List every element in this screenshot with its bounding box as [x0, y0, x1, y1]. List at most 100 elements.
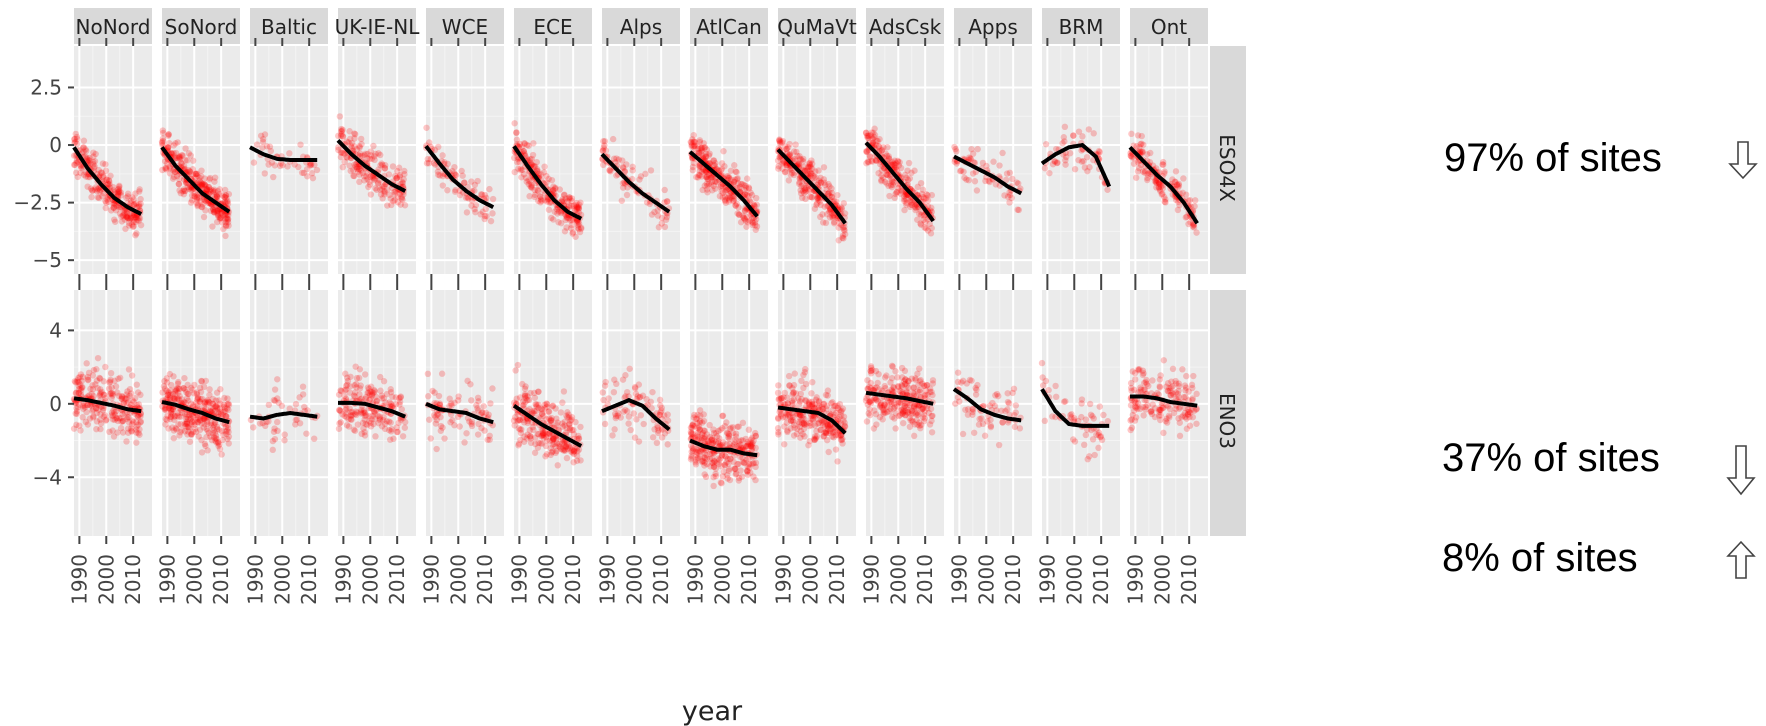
data-point — [532, 401, 539, 408]
data-point — [187, 199, 195, 206]
data-point — [610, 388, 618, 396]
facet-strip — [602, 8, 680, 44]
data-point — [165, 425, 172, 432]
data-point — [784, 428, 791, 436]
data-point — [351, 161, 358, 168]
data-point — [257, 132, 265, 139]
data-point — [166, 139, 173, 147]
data-point — [397, 180, 404, 188]
data-point — [458, 167, 465, 175]
data-point — [900, 419, 907, 427]
data-point — [1083, 153, 1091, 161]
data-point — [136, 215, 144, 222]
row-strip — [1210, 46, 1246, 274]
data-point — [522, 393, 529, 400]
data-point — [1062, 161, 1069, 168]
data-point — [910, 432, 918, 440]
data-point — [401, 167, 408, 175]
data-point — [745, 184, 752, 191]
data-point — [84, 421, 92, 428]
facet-strip — [514, 8, 592, 44]
data-point — [661, 199, 668, 206]
data-point — [170, 435, 178, 442]
data-point — [80, 144, 88, 151]
data-point — [691, 142, 698, 149]
data-point — [575, 220, 583, 227]
data-point — [811, 436, 818, 444]
data-point — [1079, 133, 1086, 140]
data-point — [132, 231, 139, 239]
data-point — [701, 144, 708, 151]
data-point — [343, 422, 351, 429]
data-point — [182, 157, 189, 164]
data-point — [394, 193, 402, 200]
data-point — [876, 135, 883, 143]
data-point — [1010, 385, 1018, 392]
data-point — [110, 200, 117, 207]
data-point — [863, 394, 870, 402]
data-point — [213, 218, 221, 226]
data-point — [367, 191, 375, 198]
data-point — [116, 187, 123, 194]
data-point — [200, 213, 208, 221]
facet-strip — [338, 8, 416, 44]
data-point — [185, 166, 192, 174]
data-point — [103, 176, 111, 183]
data-point — [561, 228, 569, 235]
data-point — [625, 420, 632, 427]
data-point — [741, 186, 748, 194]
facet-panel — [335, 290, 416, 536]
data-point — [194, 201, 201, 208]
data-point — [181, 187, 188, 195]
data-point — [304, 173, 311, 180]
data-point — [513, 129, 520, 137]
data-point — [471, 181, 479, 189]
data-point — [792, 141, 799, 148]
data-point — [696, 137, 704, 144]
data-point — [291, 161, 298, 168]
data-point — [106, 180, 113, 188]
data-point — [104, 194, 111, 201]
data-point — [192, 170, 200, 178]
data-point — [879, 404, 886, 411]
facet-strip — [162, 8, 240, 44]
data-point — [706, 421, 713, 429]
data-point — [717, 454, 724, 462]
data-point — [346, 128, 353, 135]
data-point — [722, 188, 729, 195]
data-point — [571, 207, 579, 214]
data-point — [564, 198, 571, 205]
data-point — [102, 167, 110, 175]
data-point — [397, 201, 404, 208]
data-point — [202, 181, 209, 189]
data-point — [263, 143, 271, 150]
data-point — [195, 433, 202, 440]
data-point — [387, 419, 394, 426]
data-point — [98, 169, 106, 177]
data-point — [520, 170, 528, 178]
data-point — [215, 397, 223, 404]
data-point — [863, 418, 871, 425]
data-point — [870, 425, 878, 432]
data-point — [528, 155, 536, 163]
data-point — [163, 160, 171, 167]
data-point — [703, 180, 711, 187]
data-point — [71, 136, 78, 143]
data-point — [337, 407, 344, 415]
data-point — [381, 191, 388, 198]
data-point — [425, 160, 433, 167]
data-point — [744, 175, 751, 182]
data-point — [357, 150, 364, 157]
data-point — [688, 143, 695, 150]
data-point — [130, 212, 138, 219]
facet-strip — [426, 8, 504, 44]
row-label: ENO3 — [1215, 393, 1239, 449]
data-point — [663, 213, 671, 221]
data-point — [390, 197, 397, 205]
data-point — [601, 138, 609, 145]
data-point — [341, 158, 348, 166]
data-point — [224, 219, 232, 226]
data-point — [194, 193, 201, 201]
data-point — [559, 196, 566, 203]
data-point — [354, 409, 361, 416]
